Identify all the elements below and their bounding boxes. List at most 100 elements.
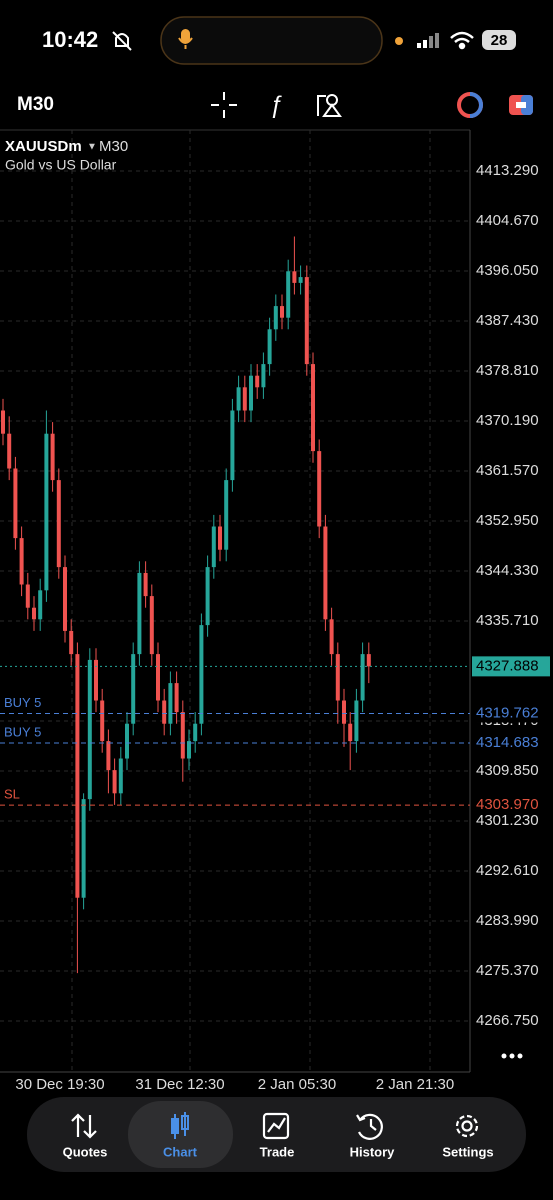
candle-body	[44, 433, 49, 591]
active-tab-highlight	[128, 1101, 233, 1168]
candle-body	[230, 410, 235, 481]
tab-label[interactable]: Quotes	[63, 1144, 108, 1159]
wifi-icon	[450, 31, 474, 50]
y-tick-label: 4387.430	[476, 312, 539, 329]
battery	[482, 30, 516, 50]
tab-label[interactable]: Settings	[442, 1144, 493, 1159]
x-tick-label: 30 Dec 19:30	[15, 1076, 104, 1093]
candle-body	[180, 712, 185, 759]
candle-body	[143, 572, 148, 597]
candle-body	[267, 329, 272, 365]
candle-body	[94, 659, 98, 701]
candle-body	[342, 700, 346, 724]
candle-body	[125, 723, 129, 759]
clock: 10:42	[42, 27, 98, 52]
y-tick-label: 4309.850	[476, 762, 539, 779]
price-line-label: BUY 5	[4, 724, 41, 739]
candle-body	[249, 375, 253, 411]
candle-body	[25, 584, 30, 608]
candle-body	[335, 654, 340, 701]
candle-body	[317, 451, 322, 527]
candle-body	[273, 306, 278, 330]
settings-icon	[455, 1114, 479, 1138]
tab-label[interactable]: Trade	[260, 1144, 295, 1159]
price-badge	[472, 796, 550, 815]
timeframe-button[interactable]: M30	[17, 94, 54, 115]
candle-body	[81, 799, 86, 898]
candle-body	[7, 433, 12, 469]
candle-body	[292, 271, 297, 283]
candle-body	[162, 700, 167, 724]
candle-body	[168, 683, 173, 724]
price-line-label: BUY 5	[4, 695, 41, 710]
y-tick-label: 4378.810	[476, 362, 539, 379]
candle-body	[75, 654, 80, 898]
indicators-button[interactable]: ƒ	[269, 91, 282, 118]
y-tick-label: 4404.670	[476, 212, 539, 229]
y-tick-label: 4275.370	[476, 962, 539, 979]
x-tick-label: 31 Dec 12:30	[135, 1076, 224, 1093]
price-badge	[472, 704, 550, 723]
price-badge-label: 4319.762	[476, 704, 539, 721]
candle-body	[360, 654, 365, 701]
candle-body	[242, 387, 247, 411]
y-tick-label: 4370.190	[476, 412, 539, 429]
y-tick-label: 4301.230	[476, 812, 539, 829]
candle-body	[224, 480, 229, 550]
y-tick-label: 4335.710	[476, 612, 539, 629]
candle-body	[131, 654, 136, 724]
tab-label[interactable]: History	[350, 1144, 396, 1159]
candle-body	[236, 387, 241, 411]
price-badge-label: 4303.970	[476, 796, 539, 813]
trade-button[interactable]	[509, 95, 533, 115]
candle-body	[87, 659, 92, 800]
objects-button[interactable]	[317, 94, 342, 117]
candle-body	[311, 364, 315, 452]
candle-body	[280, 306, 284, 318]
quotes-icon	[71, 1113, 97, 1139]
y-tick-label: 4396.050	[476, 262, 539, 279]
candle-body	[19, 538, 24, 585]
chart-icon	[171, 1112, 189, 1139]
candle-body	[50, 433, 55, 481]
candle-body	[149, 596, 154, 655]
candle-body	[205, 567, 210, 626]
mute-icon	[112, 31, 132, 51]
y-tick-label: 4266.750	[476, 1012, 539, 1029]
candle-body	[38, 590, 43, 620]
candle-body	[354, 700, 359, 742]
candle-body	[187, 741, 191, 759]
more-button[interactable]	[501, 1053, 523, 1059]
candle-body	[218, 526, 222, 550]
one-click-button[interactable]	[457, 92, 483, 118]
candle-body	[106, 741, 111, 771]
dropdown-arrow[interactable]: ▼	[87, 142, 97, 153]
candle-body	[156, 654, 160, 701]
dynamic-island	[160, 16, 383, 65]
candle-body	[69, 630, 74, 655]
price-badge-label: 4314.683	[476, 734, 539, 751]
y-tick-label: 4352.950	[476, 512, 539, 529]
candle-body	[323, 526, 328, 620]
price-badge	[472, 733, 550, 752]
candle-body	[174, 683, 179, 713]
crosshair-button[interactable]	[211, 92, 237, 118]
candle-body	[298, 277, 303, 283]
x-tick-label: 2 Jan 05:30	[258, 1076, 336, 1093]
candle-body	[211, 526, 216, 568]
candle-body	[261, 364, 266, 388]
tab-bar	[27, 1097, 526, 1172]
battery-level: 28	[491, 32, 508, 49]
candle-body	[13, 468, 18, 539]
x-tick-label: 2 Jan 21:30	[376, 1076, 454, 1093]
candle-body	[32, 607, 36, 620]
candle-body	[112, 770, 117, 794]
candle-body	[118, 758, 123, 794]
tab-label[interactable]: Chart	[163, 1144, 198, 1159]
vertical-grid	[71, 130, 431, 1072]
trade-icon	[262, 1112, 290, 1140]
candle-body	[304, 277, 309, 365]
symbol[interactable]: XAUUSDm	[5, 138, 82, 155]
